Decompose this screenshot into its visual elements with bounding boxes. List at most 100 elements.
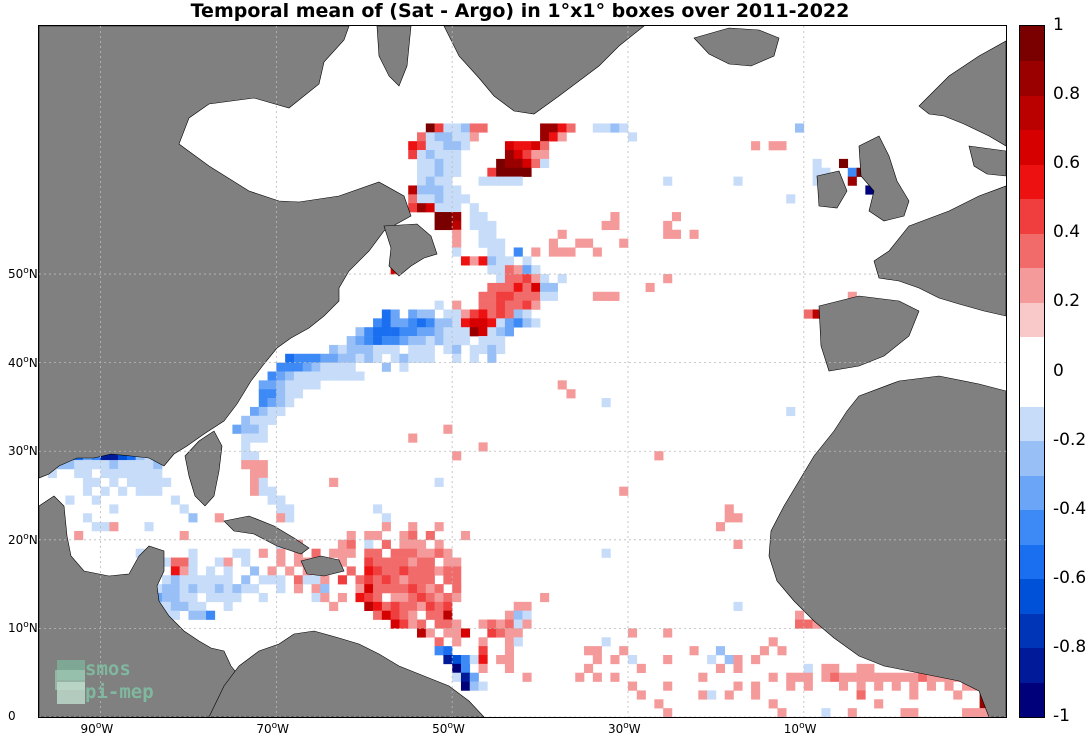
colorbar-segment (1020, 647, 1044, 683)
data-cell (206, 566, 216, 576)
data-cell (434, 592, 444, 603)
data-cell (346, 548, 356, 558)
data-cell (460, 327, 471, 337)
data-cell (276, 557, 286, 567)
data-cell (417, 557, 427, 567)
data-cell (118, 451, 128, 461)
data-cell (135, 460, 145, 470)
data-cell (188, 601, 198, 611)
data-cell (724, 690, 734, 700)
data-cell (162, 477, 172, 487)
data-cell (267, 566, 277, 576)
data-cell (153, 584, 163, 594)
data-cell (258, 406, 268, 417)
data-cell (434, 327, 444, 337)
data-cell (900, 672, 910, 682)
data-cell (293, 557, 304, 567)
colorbar-segment (1020, 406, 1044, 442)
data-cell (452, 123, 462, 133)
data-cell (452, 158, 462, 169)
data-cell (540, 592, 550, 603)
data-cell (320, 362, 330, 372)
data-cell (118, 486, 128, 496)
data-cell (399, 557, 409, 567)
data-cell (663, 681, 673, 691)
data-cell (276, 495, 286, 505)
data-cell (408, 557, 418, 567)
data-cell (584, 238, 594, 248)
data-cell (267, 486, 277, 496)
data-cell (926, 681, 936, 691)
data-cell (452, 203, 462, 213)
colorbar-segment (1020, 682, 1044, 718)
data-cell (346, 344, 356, 355)
data-cell (390, 584, 400, 594)
data-cell (627, 654, 638, 665)
data-cell (531, 158, 541, 169)
data-cell (768, 699, 778, 709)
data-cell (285, 362, 295, 372)
colorbar-segment (1020, 164, 1044, 200)
data-cell (504, 654, 515, 665)
data-cell (434, 477, 444, 487)
data-cell (346, 371, 356, 381)
data-cell (417, 584, 427, 594)
data-cell (179, 530, 189, 541)
data-cell (417, 344, 427, 355)
data-cell (425, 584, 435, 594)
data-cell (390, 592, 400, 603)
data-cell (478, 327, 488, 337)
data-cell (592, 654, 602, 665)
data-cell (381, 309, 391, 319)
data-cell (469, 344, 479, 355)
latitude-tick-label: 20oN (8, 531, 38, 547)
longitude-tick-label: 10oW (783, 721, 817, 736)
data-cell (329, 548, 339, 558)
data-cell (302, 353, 312, 363)
data-cell (355, 327, 365, 337)
data-cell (399, 318, 409, 328)
data-cell (496, 274, 506, 284)
data-cell (425, 185, 435, 195)
colorbar-segment (1020, 233, 1044, 269)
data-cell (601, 123, 611, 133)
latitude-tick-label: 40oN (8, 354, 38, 370)
longitude-tick-label: 90oW (80, 721, 114, 736)
data-cell (443, 327, 453, 337)
data-cell (627, 681, 638, 691)
data-cell (795, 672, 805, 682)
data-cell (469, 353, 479, 363)
data-cell (311, 353, 321, 363)
data-cell (469, 654, 479, 665)
data-cell (276, 371, 286, 381)
data-cell (408, 530, 418, 541)
cuba-island (223, 515, 310, 555)
data-cell (408, 344, 418, 355)
data-cell (795, 123, 805, 133)
data-cell (399, 619, 409, 629)
data-cell (417, 575, 427, 585)
data-cell (100, 486, 110, 496)
data-cell (408, 522, 418, 532)
data-cell (74, 460, 84, 470)
colorbar (1019, 25, 1045, 718)
data-cell (276, 575, 286, 585)
data-cell (540, 282, 550, 293)
data-cell (285, 371, 295, 381)
data-cell (504, 628, 515, 638)
data-cell (944, 681, 954, 691)
data-cell (381, 318, 391, 328)
data-cell (891, 672, 901, 682)
data-cell (408, 433, 418, 443)
data-cell (276, 513, 286, 523)
data-cell (390, 548, 400, 558)
data-cell (979, 708, 989, 717)
data-cell (513, 265, 523, 275)
data-cell (460, 672, 471, 682)
data-cell (540, 291, 550, 301)
data-cell (487, 353, 497, 363)
data-cell (460, 141, 471, 151)
data-cell (557, 274, 567, 284)
data-cell (355, 584, 365, 594)
data-cell (153, 460, 163, 470)
